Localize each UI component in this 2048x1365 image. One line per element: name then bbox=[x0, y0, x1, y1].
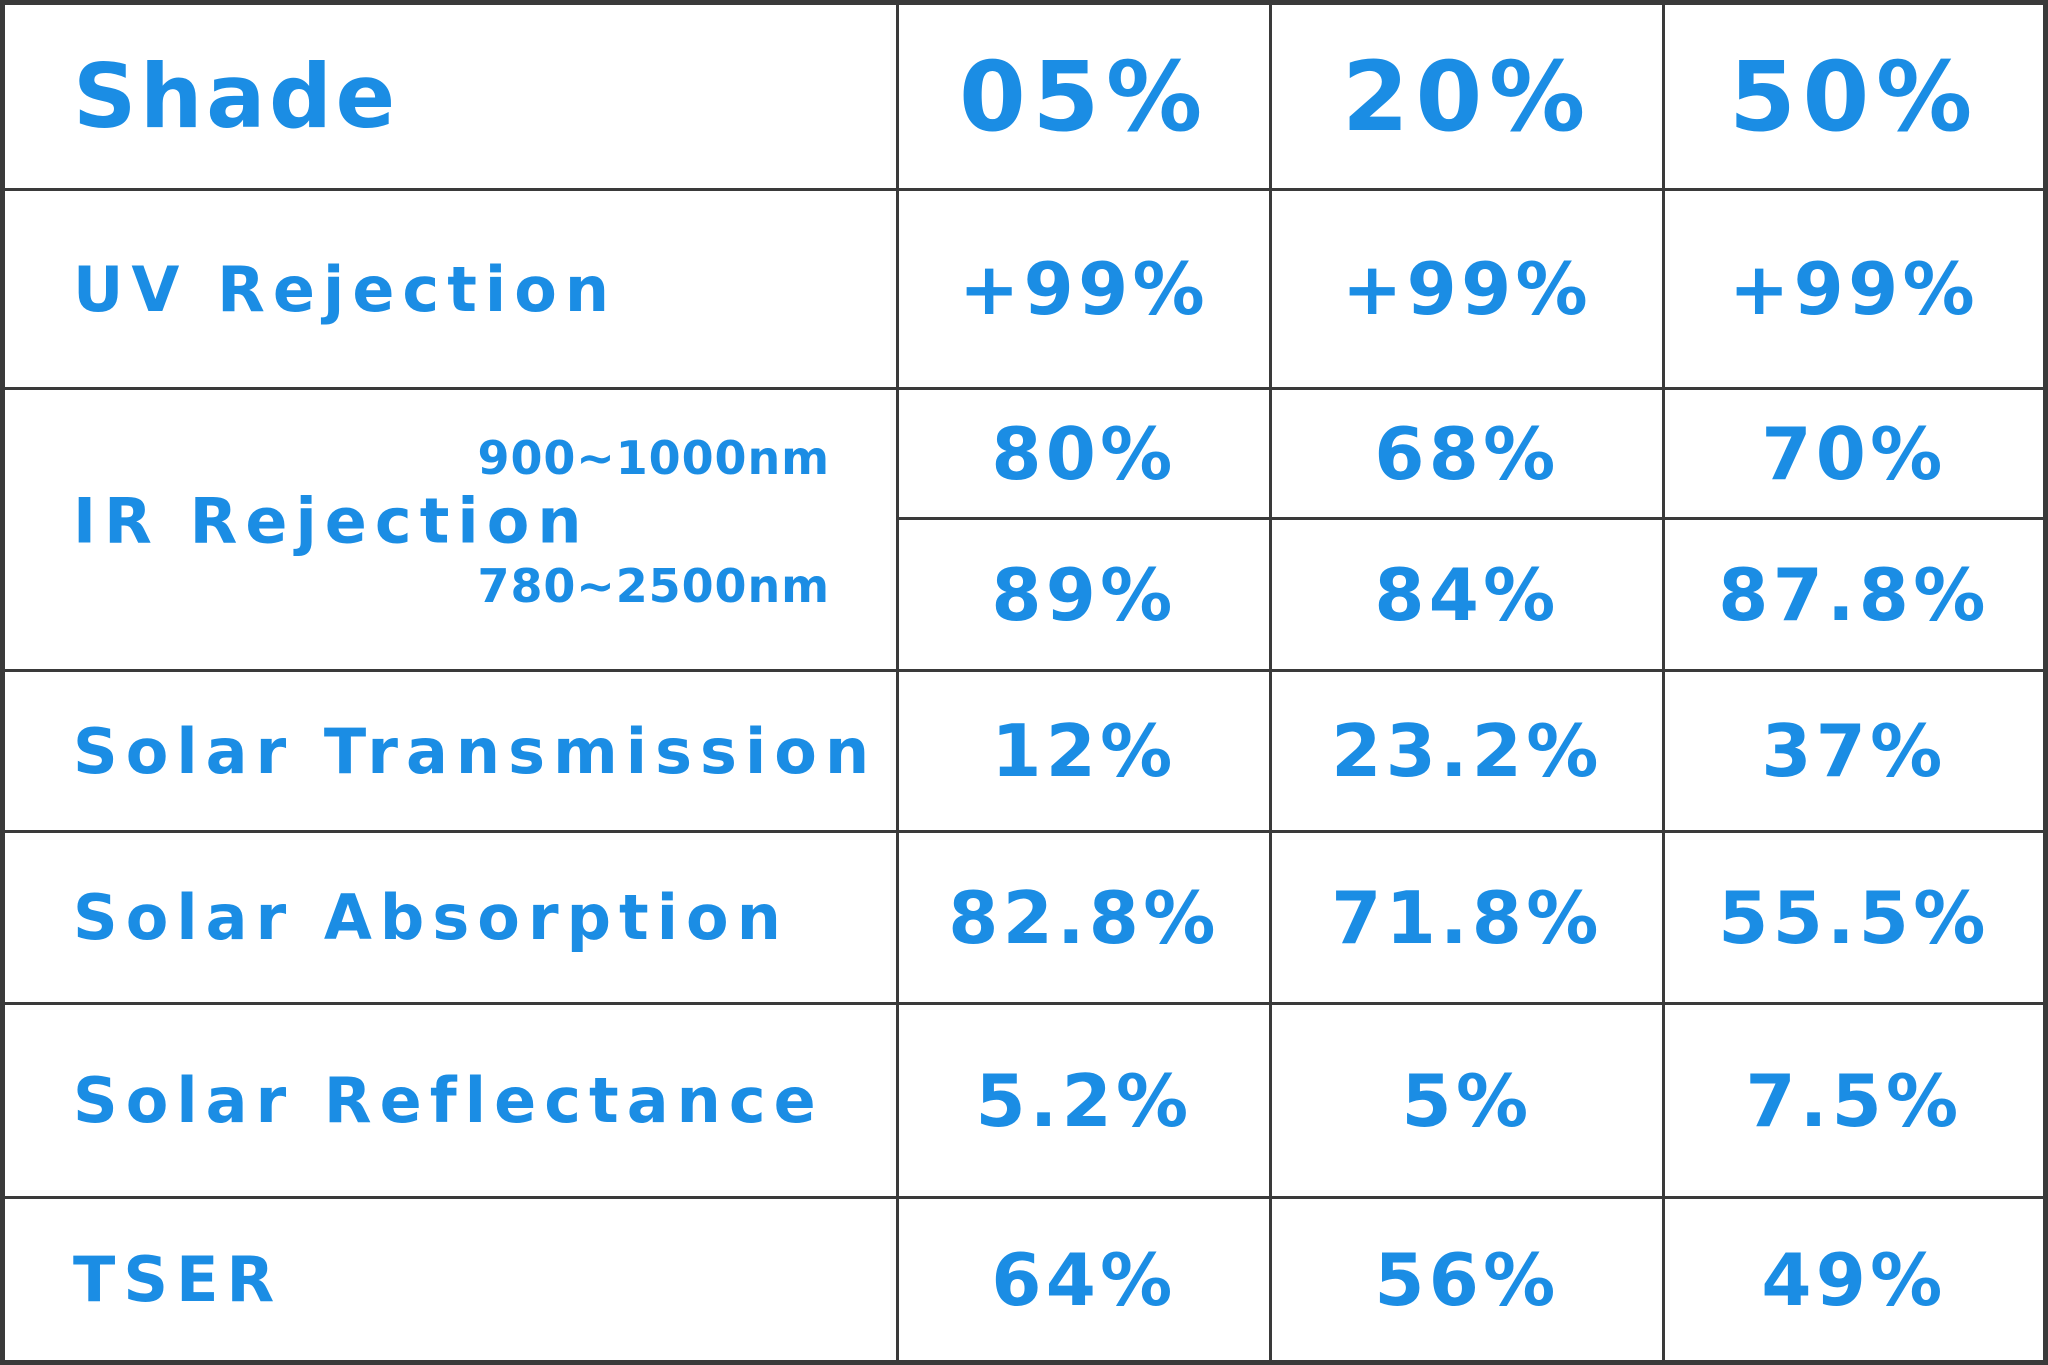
table-cell-value: 80% bbox=[991, 411, 1177, 496]
table-cell-value: 68% bbox=[1374, 411, 1560, 496]
row-label-tser: TSER bbox=[5, 1199, 899, 1360]
solar-absorption-value-20: 71.8% bbox=[1272, 833, 1665, 1005]
uv-rejection-value-05: +99% bbox=[899, 191, 1272, 390]
table-cell-value: 82.8% bbox=[948, 875, 1220, 960]
table-cell-value: +99% bbox=[1342, 247, 1592, 331]
table-cell-value: 64% bbox=[991, 1237, 1177, 1322]
ir-780-2500-value-50: 87.8% bbox=[1665, 520, 2043, 672]
shade-50-value: 50% bbox=[1729, 40, 1979, 153]
solar-reflectance-label: Solar Reflectance bbox=[73, 1064, 824, 1137]
solar-transmission-value-05: 12% bbox=[899, 672, 1272, 833]
shade-05-value: 05% bbox=[959, 40, 1209, 153]
solar-absorption-value-50: 55.5% bbox=[1665, 833, 2043, 1005]
ir-780-2500-value-05: 89% bbox=[899, 520, 1272, 672]
solar-transmission-value-20: 23.2% bbox=[1272, 672, 1665, 833]
spec-table-grid: Shade 05% 20% 50% UV Rejection +99% +99%… bbox=[5, 5, 2043, 1360]
ir-900-1000-value-05: 80% bbox=[899, 390, 1272, 520]
header-shade-50: 50% bbox=[1665, 5, 2043, 191]
table-cell-value: 89% bbox=[991, 552, 1177, 637]
tser-value-05: 64% bbox=[899, 1199, 1272, 1360]
table-cell-value: 5% bbox=[1401, 1058, 1533, 1143]
table-cell-value: 49% bbox=[1761, 1237, 1947, 1322]
table-cell-value: 87.8% bbox=[1718, 552, 1990, 637]
solar-reflectance-value-05: 5.2% bbox=[899, 1005, 1272, 1199]
table-cell-value: 71.8% bbox=[1331, 875, 1603, 960]
ir-780-2500-value-20: 84% bbox=[1272, 520, 1665, 672]
solar-absorption-label: Solar Absorption bbox=[73, 881, 789, 954]
tser-label: TSER bbox=[73, 1243, 283, 1316]
ir-900-1000-value-50: 70% bbox=[1665, 390, 2043, 520]
table-cell-value: 5.2% bbox=[975, 1058, 1193, 1143]
tser-value-20: 56% bbox=[1272, 1199, 1665, 1360]
table-cell-value: 37% bbox=[1761, 709, 1947, 793]
shade-title: Shade bbox=[73, 45, 399, 148]
solar-transmission-label: Solar Transmission bbox=[73, 714, 878, 788]
header-shade-05: 05% bbox=[899, 5, 1272, 191]
row-label-uv-rejection: UV Rejection bbox=[5, 191, 899, 390]
solar-absorption-value-05: 82.8% bbox=[899, 833, 1272, 1005]
table-cell-value: 12% bbox=[991, 709, 1177, 793]
ir-rejection-label: IR Rejection bbox=[73, 484, 590, 558]
row-label-ir-rejection: IR Rejection 900~1000nm 780~2500nm bbox=[5, 390, 899, 672]
solar-transmission-value-50: 37% bbox=[1665, 672, 2043, 833]
row-label-solar-absorption: Solar Absorption bbox=[5, 833, 899, 1005]
header-shade-20: 20% bbox=[1272, 5, 1665, 191]
table-cell-value: 7.5% bbox=[1745, 1058, 1963, 1143]
ir-900-1000-value-20: 68% bbox=[1272, 390, 1665, 520]
table-cell-value: 55.5% bbox=[1718, 875, 1990, 960]
shade-20-value: 20% bbox=[1342, 40, 1592, 153]
row-label-solar-reflectance: Solar Reflectance bbox=[5, 1005, 899, 1199]
uv-rejection-value-50: +99% bbox=[1665, 191, 2043, 390]
row-label-solar-transmission: Solar Transmission bbox=[5, 672, 899, 833]
ir-range-780-2500nm-label: 780~2500nm bbox=[477, 559, 830, 613]
table-cell-value: 84% bbox=[1374, 552, 1560, 637]
header-shade-label: Shade bbox=[5, 5, 899, 191]
table-cell-value: +99% bbox=[1729, 247, 1979, 331]
uv-rejection-label: UV Rejection bbox=[73, 252, 618, 326]
solar-reflectance-value-20: 5% bbox=[1272, 1005, 1665, 1199]
table-cell-value: +99% bbox=[959, 247, 1209, 331]
solar-reflectance-value-50: 7.5% bbox=[1665, 1005, 2043, 1199]
tser-value-50: 49% bbox=[1665, 1199, 2043, 1360]
table-cell-value: 70% bbox=[1761, 411, 1947, 496]
table-cell-value: 23.2% bbox=[1331, 709, 1603, 793]
uv-rejection-value-20: +99% bbox=[1272, 191, 1665, 390]
ir-range-900-1000nm-label: 900~1000nm bbox=[477, 431, 830, 485]
table-cell-value: 56% bbox=[1374, 1237, 1560, 1322]
